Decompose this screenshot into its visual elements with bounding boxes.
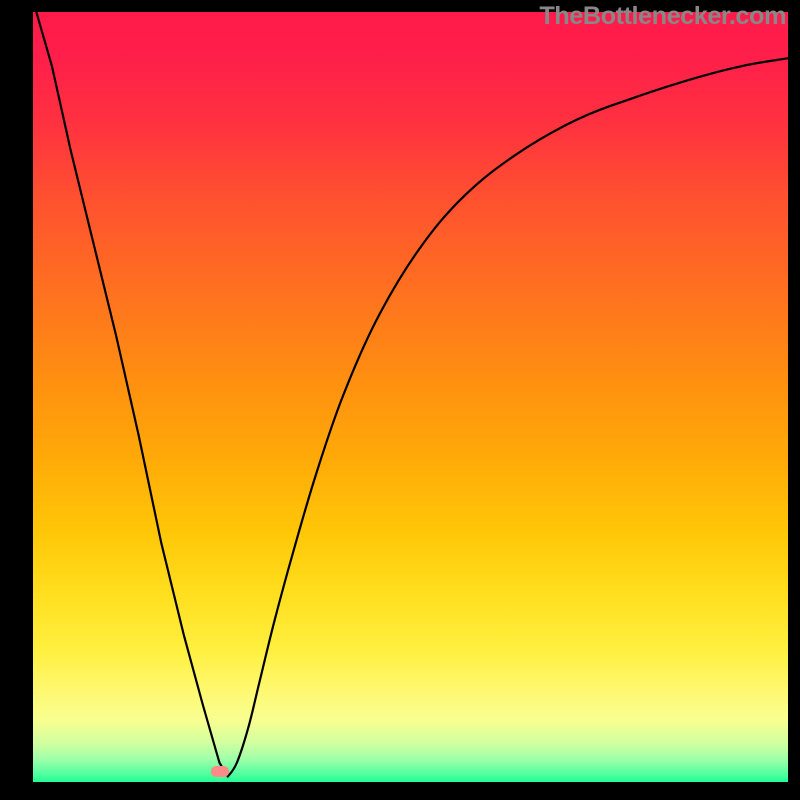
plot-area bbox=[33, 12, 788, 782]
watermark-text: TheBottlenecker.com bbox=[539, 2, 786, 31]
bottleneck-chart: TheBottlenecker.com bbox=[0, 0, 800, 800]
bottleneck-curve bbox=[33, 12, 788, 782]
sweet-spot-marker bbox=[211, 766, 229, 777]
